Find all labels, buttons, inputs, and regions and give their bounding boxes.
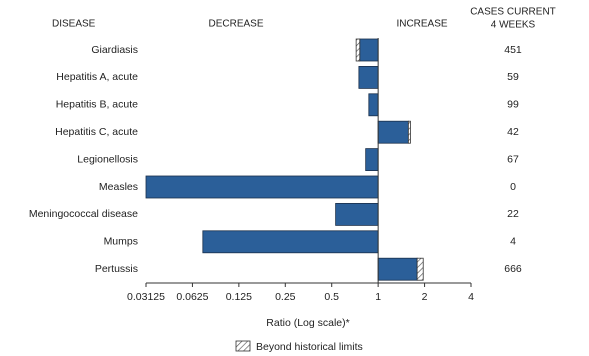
cases-value: 22	[507, 208, 519, 220]
legend-swatch	[235, 340, 251, 352]
bar	[377, 120, 409, 144]
legend-label: Beyond historical limits	[256, 341, 363, 353]
beyond-limits-bar	[355, 38, 361, 62]
bar	[377, 257, 418, 281]
x-tick-label: 4	[468, 291, 474, 303]
category-label: Pertussis	[95, 263, 138, 275]
bar	[368, 93, 379, 117]
x-tick-label: 0.0625	[176, 291, 208, 303]
x-tick-label: 1	[375, 291, 381, 303]
category-label: Legionellosis	[77, 153, 138, 165]
decrease-label: DECREASE	[208, 19, 263, 30]
x-tick-label: 0.5	[324, 291, 339, 303]
bar	[365, 148, 379, 172]
x-tick-label: 0.25	[275, 291, 296, 303]
category-label: Measles	[99, 181, 138, 193]
bar	[335, 202, 379, 226]
beyond-limits-bar	[416, 257, 424, 281]
bar	[202, 230, 379, 254]
cases-value: 59	[507, 71, 519, 83]
x-tick-label: 2	[422, 291, 428, 303]
x-tick-label: 0.03125	[127, 291, 165, 303]
cases-header: CASES CURRENT	[470, 7, 556, 18]
cases-value: 67	[507, 153, 519, 165]
x-axis-label: Ratio (Log scale)*	[266, 317, 349, 329]
category-header: DISEASE	[52, 19, 96, 30]
category-label: Hepatitis B, acute	[56, 99, 138, 111]
increase-label: INCREASE	[396, 19, 447, 30]
cases-value: 451	[504, 44, 522, 56]
cases-value: 666	[504, 263, 522, 275]
category-label: Mumps	[104, 236, 138, 248]
bar	[358, 66, 379, 89]
cases-value: 4	[510, 236, 516, 248]
category-label: Hepatitis A, acute	[56, 71, 138, 83]
cases-value: 42	[507, 126, 519, 138]
cases-value: 99	[507, 99, 519, 111]
category-label: Hepatitis C, acute	[55, 126, 138, 138]
bar	[359, 38, 379, 62]
beyond-limits-bar	[407, 120, 411, 144]
category-label: Meningococcal disease	[29, 208, 138, 220]
x-tick-label: 0.125	[226, 291, 252, 303]
cases-value: 0	[510, 181, 516, 193]
cases-header: 4 WEEKS	[491, 20, 536, 31]
category-label: Giardiasis	[91, 44, 138, 56]
bar	[145, 175, 379, 199]
